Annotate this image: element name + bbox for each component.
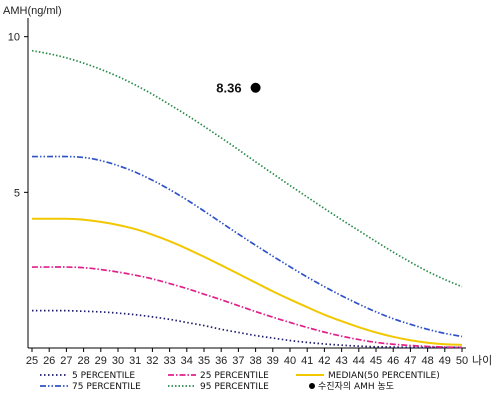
x-axis-label: 나이 (472, 354, 492, 367)
x-tick-label: 48 (421, 355, 433, 367)
legend-label: 수진자의 AMH 농도 (318, 381, 394, 392)
series-layer (31, 49, 463, 349)
x-tick-label: 37 (232, 355, 244, 367)
legend: 5 PERCENTILE 25 PERCENTILE MEDIAN(50 PERCE… (40, 371, 440, 392)
series-line-median-50-percentile (32, 217, 463, 346)
x-tick-label: 36 (215, 355, 227, 367)
x-tick-label: 39 (267, 355, 279, 367)
patient-amh-value-label: 8.36 (216, 81, 241, 96)
legend-label: MEDIAN(50 PERCENTILE) (328, 371, 440, 381)
series-line-5-percentile (32, 309, 462, 349)
axes: 5 10 25 26 27 28 29 30 31 32 33 34 35 36 37 38 39 40 41 42 4… (8, 18, 468, 367)
x-tick-label: 26 (43, 355, 55, 367)
x-tick-label: 33 (163, 355, 175, 367)
series-line-95-percentile (31, 49, 463, 288)
x-tick-label: 29 (95, 355, 107, 367)
legend-point-marker (309, 383, 315, 389)
legend-label: 95 PERCENTILE (200, 382, 269, 392)
x-tick-label: 28 (77, 355, 89, 367)
x-tick-label: 47 (404, 355, 416, 367)
y-axis-label: AMH(ng/ml) (3, 5, 62, 17)
x-tick-label: 44 (353, 355, 365, 367)
patient-amh-point (250, 82, 261, 93)
legend-label: 5 PERCENTILE (72, 371, 135, 381)
x-tick-label: 32 (146, 355, 158, 367)
x-tick-label: 40 (284, 355, 296, 367)
x-tick-label: 30 (112, 355, 124, 367)
x-tick-label: 46 (387, 355, 399, 367)
x-tick-label: 50 (456, 355, 468, 367)
x-tick-label: 49 (439, 355, 451, 367)
legend-label: 75 PERCENTILE (72, 382, 141, 392)
x-tick-label: 27 (60, 355, 72, 367)
x-tick-label: 41 (301, 355, 313, 367)
x-tick-label: 34 (181, 355, 193, 367)
x-tick-label: 31 (129, 355, 141, 367)
y-tick-label: 10 (8, 32, 20, 44)
series-line-25-percentile (31, 266, 463, 349)
x-tick-label: 45 (370, 355, 382, 367)
y-tick-label: 5 (14, 187, 20, 199)
x-tick-label: 25 (26, 355, 38, 367)
legend-label: 25 PERCENTILE (200, 371, 269, 381)
x-tick-label: 43 (335, 355, 347, 367)
x-tick-label: 38 (249, 355, 261, 367)
x-tick-label: 35 (198, 355, 210, 367)
x-tick-label: 42 (318, 355, 330, 367)
patient-point-layer: 8.36 (216, 81, 261, 96)
